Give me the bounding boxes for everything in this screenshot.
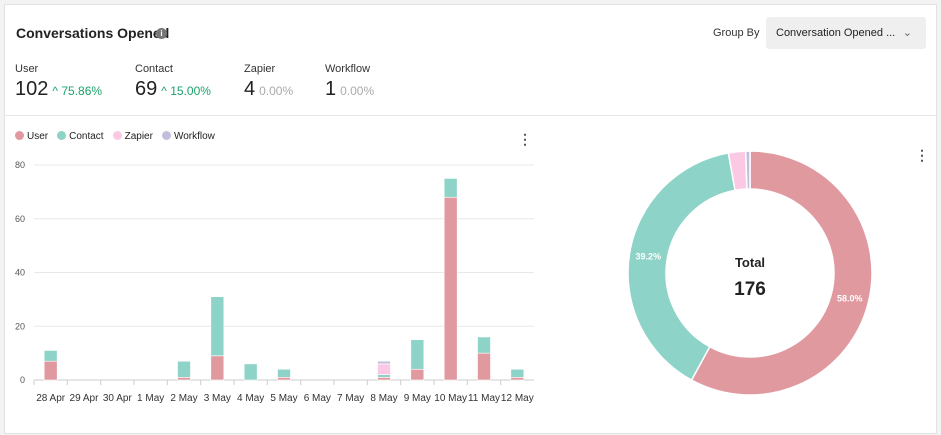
x-tick-label: 12 May bbox=[501, 393, 534, 404]
stat-label: Zapier bbox=[244, 63, 276, 75]
legend-item-zapier[interactable]: Zapier bbox=[112, 131, 153, 142]
x-tick-label: 9 May bbox=[404, 393, 431, 404]
legend-dot bbox=[112, 131, 122, 140]
x-tick-label: 7 May bbox=[337, 393, 364, 404]
x-tick-label: 3 May bbox=[204, 393, 231, 404]
bar-contact bbox=[243, 363, 258, 381]
slice-label: 39.2% bbox=[636, 252, 662, 262]
legend-item-contact[interactable]: Contact bbox=[57, 131, 104, 142]
stat-value: 4 bbox=[244, 78, 256, 100]
y-tick-label: 20 bbox=[15, 321, 25, 331]
stat-change: 0.00% bbox=[259, 84, 293, 98]
bar-user bbox=[410, 368, 425, 381]
legend-item-user[interactable]: User bbox=[15, 131, 48, 142]
stat-value: 1 bbox=[325, 78, 337, 100]
x-tick-label: 5 May bbox=[270, 393, 297, 404]
stat-change-value: 0.00% bbox=[340, 84, 375, 98]
chart-legend: User Contact Zapier Workflow bbox=[15, 131, 215, 142]
group-by-label: Group By bbox=[713, 27, 760, 39]
x-tick-label: 4 May bbox=[237, 393, 264, 404]
stat-label: Contact bbox=[135, 63, 173, 75]
bar-user bbox=[510, 377, 525, 381]
stat-change-value: 0.00% bbox=[259, 84, 294, 98]
donut-center-value: 176 bbox=[734, 279, 766, 300]
info-icon[interactable]: i bbox=[156, 28, 167, 39]
bar-contact bbox=[410, 339, 425, 370]
legend-dot bbox=[57, 131, 67, 140]
bar-contact bbox=[377, 374, 391, 378]
stat-workflow: Workflow 1 0.00% bbox=[325, 63, 374, 101]
donut-chart-menu-icon[interactable]: ⋮ bbox=[915, 147, 929, 163]
stat-label: Workflow bbox=[325, 63, 371, 75]
bar-user bbox=[210, 355, 225, 381]
x-tick-label: 10 May bbox=[434, 393, 467, 404]
bar-contact bbox=[443, 178, 458, 198]
group-by-select[interactable]: Conversation Opened ... ⌄ bbox=[766, 17, 926, 49]
bar-contact bbox=[177, 360, 191, 378]
x-tick-label: 30 Apr bbox=[103, 393, 133, 404]
stat-contact: Contact 69 ^ 15.00% bbox=[135, 63, 211, 101]
bar-contact bbox=[277, 368, 291, 378]
x-tick-label: 2 May bbox=[170, 393, 197, 404]
stat-change: ^ 15.00% bbox=[161, 84, 211, 98]
legend-label: Contact bbox=[69, 131, 104, 142]
slice-workflow bbox=[744, 150, 751, 190]
legend-dot bbox=[15, 131, 24, 140]
bar-workflow bbox=[377, 360, 391, 365]
arrow-up-icon: ^ bbox=[161, 84, 171, 98]
bar-contact bbox=[510, 368, 525, 378]
bar-user bbox=[377, 377, 391, 381]
card-title: Conversations Opened bbox=[16, 25, 170, 41]
legend-label: Workflow bbox=[173, 131, 215, 142]
slice-user bbox=[690, 150, 873, 396]
stat-change-value: 15.00% bbox=[170, 84, 211, 98]
legend-item-workflow[interactable]: Workflow bbox=[161, 131, 215, 142]
y-tick-label: 80 bbox=[15, 160, 25, 170]
stat-value: 69 bbox=[135, 78, 158, 100]
arrow-up-icon: ^ bbox=[52, 84, 62, 98]
y-tick-label: 0 bbox=[20, 375, 25, 385]
x-tick-label: 8 May bbox=[370, 393, 397, 404]
stat-change-value: 75.86% bbox=[61, 84, 103, 98]
stat-label: User bbox=[15, 63, 39, 75]
divider bbox=[5, 115, 936, 116]
x-tick-label: 28 Apr bbox=[36, 393, 66, 404]
stat-change: 0.00% bbox=[340, 84, 374, 98]
stat-value: 102 bbox=[15, 78, 49, 100]
slice-label: 58.0% bbox=[837, 293, 863, 303]
x-tick-label: 11 May bbox=[468, 393, 500, 404]
bar-user bbox=[43, 360, 58, 381]
legend-label: Zapier bbox=[124, 131, 153, 142]
stat-user: User 102 ^ 75.86% bbox=[15, 63, 102, 101]
stat-zapier: Zapier 4 0.00% bbox=[244, 63, 293, 101]
bar-contact bbox=[210, 296, 225, 357]
x-tick-label: 29 Apr bbox=[70, 393, 100, 404]
x-tick-label: 6 May bbox=[304, 393, 331, 404]
bar-zapier bbox=[377, 363, 391, 375]
stat-change: ^ 75.86% bbox=[52, 84, 102, 98]
conversations-opened-card: Conversations Opened i Group By Conversa… bbox=[4, 4, 937, 434]
donut-center-label: Total bbox=[735, 255, 765, 270]
bar-user bbox=[443, 196, 458, 381]
bar-chart-menu-icon[interactable]: ⋮ bbox=[518, 131, 532, 147]
group-by-value: Conversation Opened ... bbox=[776, 27, 896, 39]
bar-user bbox=[477, 352, 491, 381]
slice-contact bbox=[627, 152, 736, 382]
legend-label: User bbox=[27, 131, 49, 142]
legend-dot bbox=[161, 131, 171, 140]
charts-svg: 0 20 40 60 80 28 Apr 29 Apr 30 Apr 1 May 2 May 3 M… bbox=[15, 150, 873, 404]
y-tick-label: 60 bbox=[15, 214, 25, 224]
bar-contact bbox=[477, 336, 491, 354]
y-tick-label: 40 bbox=[15, 268, 25, 278]
bar-user bbox=[277, 377, 291, 381]
chevron-down-icon: ⌄ bbox=[902, 27, 912, 39]
x-tick-label: 1 May bbox=[137, 393, 164, 404]
bar-contact bbox=[43, 350, 58, 362]
bar-user bbox=[177, 377, 191, 381]
